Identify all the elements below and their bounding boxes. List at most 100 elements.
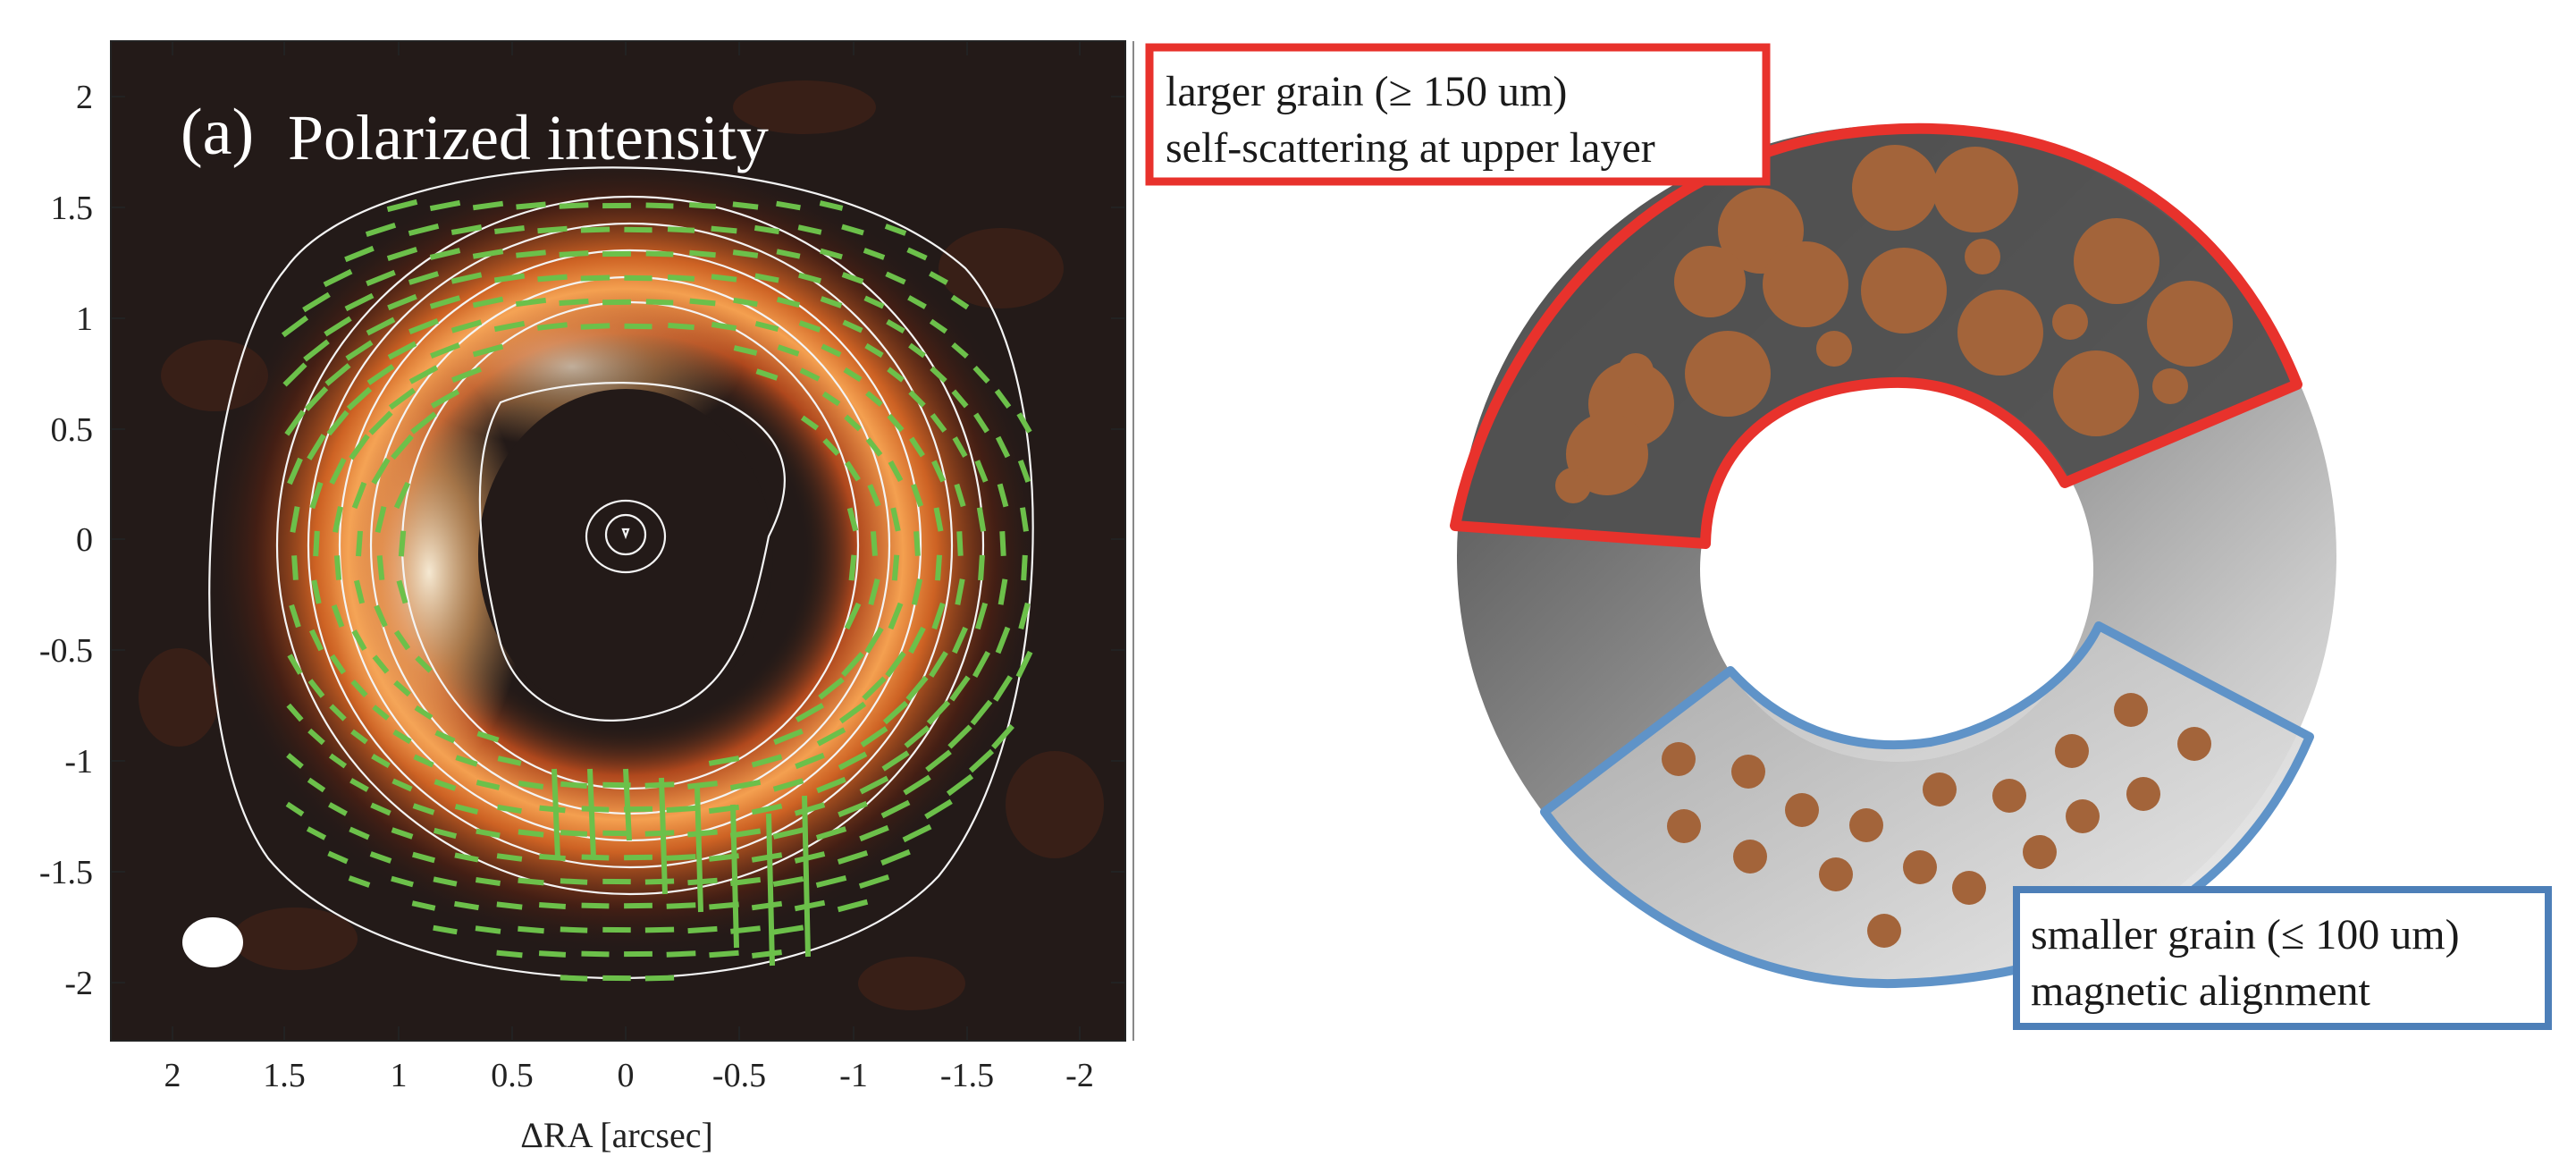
polarization-vector	[974, 460, 989, 483]
polarization-vector	[730, 804, 739, 949]
small-grain	[2055, 734, 2089, 768]
polarization-vector	[537, 225, 568, 234]
polarization-vector	[972, 365, 990, 384]
polarization-vector	[349, 778, 369, 792]
large-grain	[2052, 304, 2088, 340]
polarization-vector	[666, 902, 696, 909]
small-grain	[1923, 772, 1957, 806]
small-grain	[2023, 835, 2057, 869]
grain-schematic: larger grain (≥ 150 um) self-scattering …	[1145, 43, 2552, 1030]
polarization-vector	[329, 457, 347, 485]
polarization-vector	[306, 826, 327, 840]
polarization-vector	[560, 975, 588, 982]
polarization-vector	[645, 202, 674, 209]
x-tick-label: 0.5	[491, 1057, 534, 1094]
polarization-vector	[802, 795, 811, 958]
x-tick-labels: 2 1.5 1 0.5 0 -0.5 -1 -1.5 -2	[164, 1057, 1094, 1094]
polarization-vector	[868, 578, 880, 606]
polarization-vector	[371, 754, 391, 768]
polarization-vector	[842, 319, 863, 333]
polarization-vector	[311, 579, 322, 604]
x-tick-label: 1.5	[263, 1057, 306, 1094]
polarization-vector	[711, 225, 737, 234]
lower-layer-outline	[1540, 621, 2314, 989]
polarization-vector	[907, 295, 927, 309]
polarization-vector	[772, 827, 804, 840]
polarization-vector	[451, 367, 482, 383]
polarization-vector	[304, 386, 329, 411]
polarization-vector	[711, 321, 737, 332]
polarization-vector	[929, 271, 948, 285]
polarization-vector	[539, 805, 566, 814]
polarization-vector	[935, 554, 942, 581]
polarization-vector	[331, 604, 345, 628]
polarization-vector	[515, 297, 547, 308]
polarization-vector	[624, 323, 652, 330]
polarization-vector	[859, 824, 889, 842]
polarization-vector	[472, 200, 504, 211]
polarization-vector	[838, 701, 867, 724]
polarization-vector	[516, 249, 546, 258]
polarization-vector	[560, 781, 587, 789]
polarization-vector	[837, 850, 869, 865]
polarization-vector	[455, 755, 478, 767]
polarization-vector	[708, 756, 740, 766]
x-tick-label: -0.5	[712, 1057, 766, 1094]
polarization-vector	[668, 322, 695, 331]
polarization-vector	[1020, 507, 1029, 532]
polarization-vector	[281, 315, 309, 338]
polarization-vector	[393, 680, 411, 697]
large-grain	[1763, 241, 1848, 327]
polarization-vector	[904, 725, 930, 748]
polarization-vector	[551, 768, 560, 859]
polarization-vector	[754, 320, 779, 333]
polarization-vector	[933, 507, 944, 532]
polarization-vector	[794, 802, 826, 816]
polarization-vector	[952, 626, 968, 654]
polarization-vector	[666, 805, 696, 814]
polarization-vector	[475, 877, 501, 886]
polarization-vector	[841, 652, 864, 677]
polarization-vector	[846, 507, 859, 532]
polarization-vector	[752, 950, 782, 958]
polarization-vector	[560, 830, 588, 837]
polarization-vector	[888, 460, 904, 483]
y-tick-label: -2	[64, 965, 93, 1002]
polarization-vector	[955, 578, 965, 605]
polarization-vector	[497, 804, 522, 815]
polarization-vector	[454, 803, 479, 815]
small-grain	[1952, 871, 1986, 905]
large-grains	[1555, 145, 2233, 503]
large-grain	[2053, 350, 2139, 436]
polarization-vector	[289, 604, 301, 629]
polarization-vector	[949, 675, 971, 702]
polarization-vector	[518, 781, 544, 789]
large-grain	[1555, 468, 1591, 503]
polarization-vector	[859, 775, 889, 795]
polarization-vector	[497, 756, 522, 766]
polarization-vector	[454, 852, 479, 863]
polarization-vector	[903, 774, 931, 796]
upper-label-frame	[1145, 43, 1771, 186]
lower-label-box: smaller grain (≤ 100 um) magnetic alignm…	[2013, 886, 2552, 1030]
polarization-vector	[695, 786, 703, 913]
polarization-vector	[838, 800, 868, 818]
polarization-vector	[951, 389, 969, 409]
polarization-vector	[929, 318, 948, 334]
polarization-vector	[328, 753, 348, 769]
polarization-vector	[408, 271, 440, 285]
polarization-vector	[929, 651, 948, 678]
polarization-vector	[998, 578, 1008, 605]
polarization-vector	[766, 813, 775, 967]
polarization-vector	[908, 342, 926, 359]
polarization-vectors	[281, 198, 1033, 982]
polarization-vector	[999, 531, 1006, 556]
large-grain	[1932, 147, 2018, 232]
polarization-vector	[434, 779, 457, 791]
polarization-vector	[711, 274, 737, 283]
beam-ellipse	[182, 917, 243, 967]
polarization-vector	[391, 778, 413, 792]
polarization-vector	[291, 555, 299, 580]
polarization-vector	[867, 484, 881, 507]
